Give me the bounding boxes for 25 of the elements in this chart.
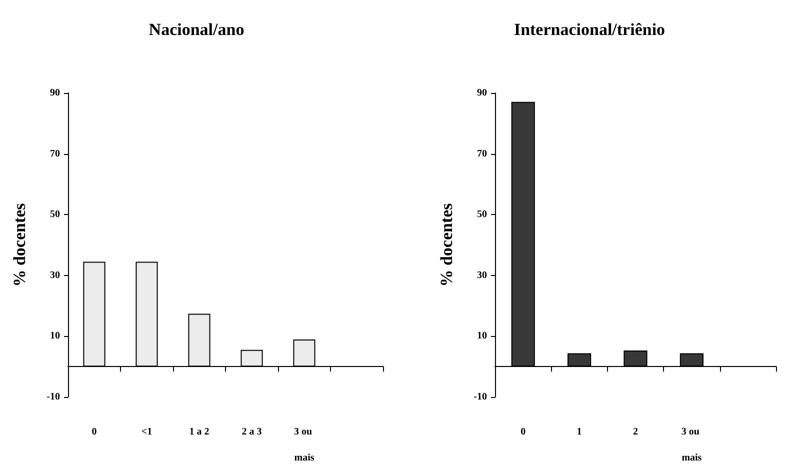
- x-tick-label: 1: [576, 426, 582, 438]
- y-tick-label: -10: [46, 392, 60, 402]
- x-tick-label: 1 a 2: [189, 426, 210, 438]
- y-tick-label: 90: [50, 88, 60, 98]
- y-axis-title: % docentes: [437, 202, 456, 287]
- chart-title: Internacional/triênio: [514, 20, 666, 39]
- y-tick-label: -10: [474, 392, 487, 402]
- category-label: 3 ou mais: [294, 426, 314, 464]
- y-tick-label: 30: [50, 270, 60, 281]
- x-tick-label: 0: [520, 426, 526, 438]
- y-tick-label: 50: [477, 209, 487, 220]
- x-tick-label: 2 a 3: [242, 426, 262, 438]
- x-tick-label: 2: [633, 426, 638, 438]
- y-tick-label: 50: [50, 209, 60, 220]
- chart-title: Nacional/ano: [148, 20, 244, 39]
- y-tick-label: 70: [477, 148, 487, 160]
- y-tick-label: 90: [477, 88, 487, 98]
- y-tick-label: 10: [477, 330, 487, 342]
- category-label: 3 ou mais: [681, 426, 702, 464]
- x-tick-label: 0: [92, 426, 97, 438]
- y-tick-label: 30: [477, 270, 487, 281]
- y-axis-title: % docentes: [10, 202, 29, 287]
- y-tick-label: 10: [50, 330, 60, 342]
- y-tick-label: 70: [50, 148, 60, 160]
- x-tick-label: <1: [141, 426, 152, 438]
